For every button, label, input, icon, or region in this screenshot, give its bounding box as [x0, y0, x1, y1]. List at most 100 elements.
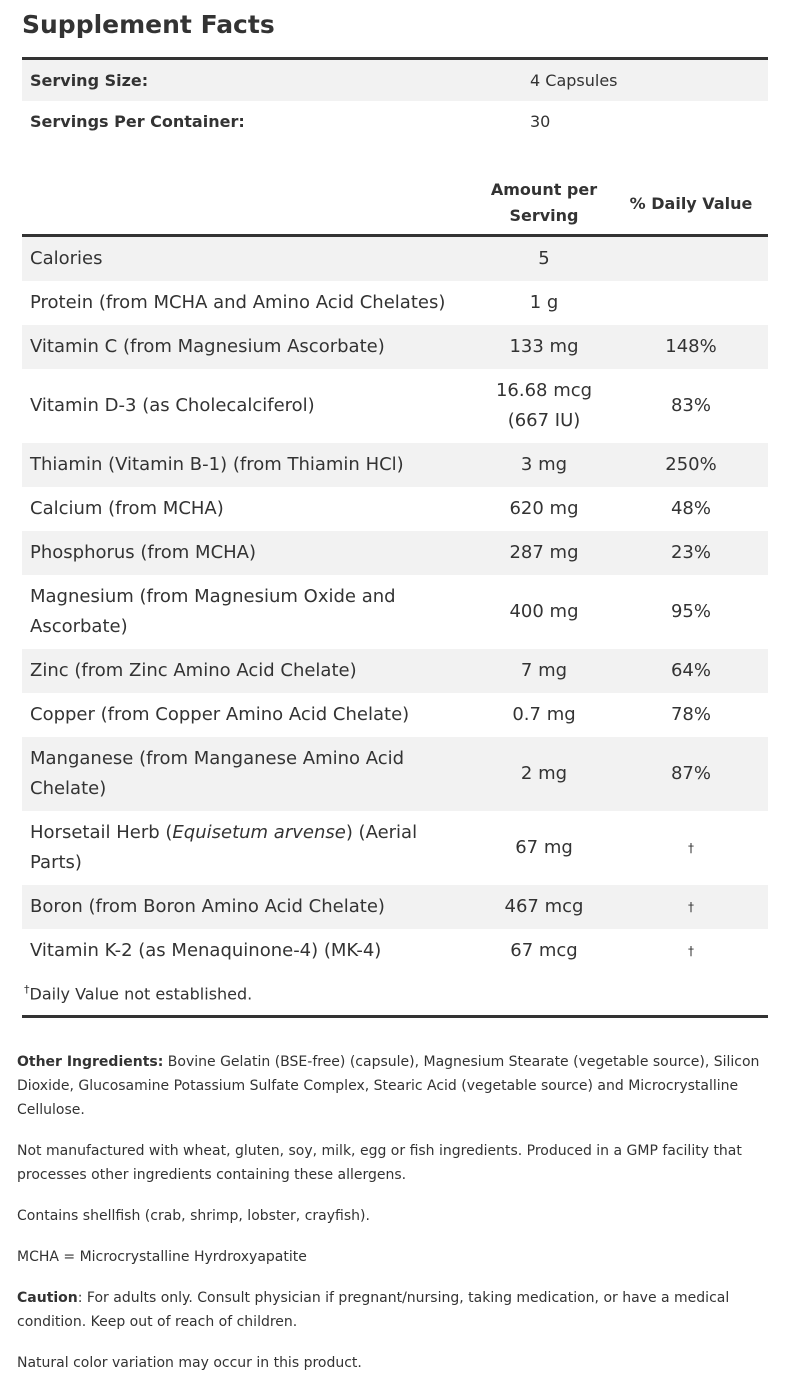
nutrient-name: Vitamin K-2 (as Menaquinone-4) (MK-4): [30, 940, 382, 961]
name-part: Horsetail Herb (: [30, 822, 173, 843]
note-text: Bovine Gelatin (BSE-free) (capsule), Mag…: [17, 1054, 760, 1118]
dv-value: 250%: [665, 454, 717, 475]
nutrient-row: Boron (from Boron Amino Acid Chelate) 467…: [22, 885, 768, 929]
table-header: Amount per Serving % Daily Value: [22, 172, 768, 237]
nutrient-row: Zinc (from Zinc Amino Acid Chelate) 7 mg 6…: [22, 649, 768, 693]
nutrient-name: Phosphorus (from MCHA): [30, 542, 257, 563]
nutrient-row: Manganese (from Manganese Amino Acid Che…: [22, 737, 768, 811]
nutrient-amount: 16.68 mcg (667 IU): [495, 380, 593, 431]
nutrient-name: Thiamin (Vitamin B-1) (from Thiamin HCl): [30, 454, 404, 475]
dv-value: 78%: [670, 704, 711, 725]
serving-row: Servings Per Container: 30: [22, 101, 768, 142]
serving-row: Serving Size: 4 Capsules: [22, 60, 768, 101]
nutrient-amount: 67 mg: [515, 837, 573, 858]
nutrient-row: Horsetail Herb (Equisetum arvense) (Aeri…: [22, 811, 768, 885]
title: Supplement Facts: [22, 10, 275, 39]
note-label: Caution: [17, 1290, 78, 1306]
note: Other Ingredients: Bovine Gelatin (BSE-f…: [17, 1050, 763, 1122]
nutrient-dv: 148%: [614, 332, 768, 362]
nutrient-row: Phosphorus (from MCHA) 287 mg 23%: [22, 531, 768, 575]
dv-value: 148%: [665, 336, 717, 357]
note: Caution: For adults only. Consult physic…: [17, 1286, 763, 1334]
note-text: : For adults only. Consult physician if …: [17, 1290, 730, 1330]
nutrient-row: Calcium (from MCHA) 620 mg 48%: [22, 487, 768, 531]
nutrient-row: Vitamin K-2 (as Menaquinone-4) (MK-4) 67 …: [22, 929, 768, 973]
nutrient-row: Protein (from MCHA and Amino Acid Chelat…: [22, 281, 768, 325]
nutrient-row: Magnesium (from Magnesium Oxide and Asco…: [22, 575, 768, 649]
nutrient-amount: 7 mg: [520, 660, 568, 681]
nutrient-dv: †: [614, 936, 768, 966]
nutrient-name: Boron (from Boron Amino Acid Chelate): [30, 896, 385, 917]
note: MCHA = Microcrystalline Hyrdroxyapatite: [17, 1245, 763, 1269]
note-text: Not manufactured with wheat, gluten, soy…: [17, 1143, 742, 1183]
nutrient-amount: 0.7 mg: [512, 704, 576, 725]
nutrient-amount: 400 mg: [509, 601, 579, 622]
dv-value: 48%: [670, 498, 711, 519]
note-text: MCHA = Microcrystalline Hyrdroxyapatite: [17, 1249, 307, 1265]
notes: Other Ingredients: Bovine Gelatin (BSE-f…: [17, 1050, 763, 1392]
serving-label: Servings Per Container:: [30, 112, 245, 131]
serving-label: Serving Size:: [30, 71, 149, 90]
nutrient-row: Vitamin C (from Magnesium Ascorbate) 133 …: [22, 325, 768, 369]
nutrient-amount: 620 mg: [509, 498, 579, 519]
nutrient-amount: 1 g: [529, 292, 559, 313]
nutrient-name: Manganese (from Manganese Amino Acid Che…: [30, 748, 405, 799]
nutrient-dv: 95%: [614, 597, 768, 627]
nutrient-amount: 287 mg: [509, 542, 579, 563]
nutrient-dv: †: [614, 833, 768, 863]
nutrient-amount: 3 mg: [520, 454, 568, 475]
dv-value: 87%: [670, 763, 711, 784]
nutrient-name: Copper (from Copper Amino Acid Chelate): [30, 704, 410, 725]
nutrient-dv: 64%: [614, 656, 768, 686]
nutrient-name: Zinc (from Zinc Amino Acid Chelate): [30, 660, 357, 681]
nutrient-amount: 133 mg: [509, 336, 579, 357]
name-part: Equisetum arvense: [172, 822, 346, 843]
header-amount: Amount per Serving: [490, 180, 598, 225]
nutrient-amount: 5: [538, 248, 550, 269]
serving-info: Serving Size: 4 Capsules Servings Per Cont…: [22, 57, 768, 142]
footnote: †Daily Value not established.: [22, 973, 768, 1019]
nutrient-name: Horsetail Herb (Equisetum arvense) (Aeri…: [22, 818, 474, 878]
nutrient-dv: †: [614, 892, 768, 922]
name-part: ) (Aerial Parts): [30, 822, 418, 873]
nutrient-dv: 48%: [614, 494, 768, 524]
nutrient-row: Thiamin (Vitamin B-1) (from Thiamin HCl)…: [22, 443, 768, 487]
note-label: Other Ingredients:: [17, 1054, 164, 1070]
dv-value: †: [688, 841, 694, 855]
serving-value: 30: [530, 112, 551, 131]
note: Contains shellfish (crab, shrimp, lobste…: [17, 1204, 763, 1228]
note-text: Contains shellfish (crab, shrimp, lobste…: [17, 1208, 370, 1224]
dv-value: 83%: [670, 395, 711, 416]
nutrient-dv: 23%: [614, 538, 768, 568]
header-dv: % Daily Value: [629, 193, 753, 213]
nutrient-row: Copper (from Copper Amino Acid Chelate) 0…: [22, 693, 768, 737]
serving-value: 4 Capsules: [530, 71, 618, 90]
note-text: Natural color variation may occur in thi…: [17, 1355, 362, 1371]
footnote-mark: †: [24, 983, 30, 996]
nutrient-name: Vitamin C (from Magnesium Ascorbate): [30, 336, 385, 357]
dv-value: 64%: [670, 660, 711, 681]
dv-value: †: [688, 900, 694, 914]
dv-value: 95%: [670, 601, 711, 622]
nutrient-amount: 2 mg: [520, 763, 568, 784]
nutrient-dv: 78%: [614, 700, 768, 730]
nutrient-dv: 250%: [614, 450, 768, 480]
nutrient-row: Vitamin D-3 (as Cholecalciferol) 16.68 mc…: [22, 369, 768, 443]
nutrient-name: Calcium (from MCHA): [30, 498, 224, 519]
nutrient-name: Vitamin D-3 (as Cholecalciferol): [30, 395, 315, 416]
nutrient-name: Protein (from MCHA and Amino Acid Chelat…: [30, 292, 446, 313]
nutrient-dv: 87%: [614, 759, 768, 789]
nutrient-name: Calories: [30, 248, 103, 269]
dv-value: †: [688, 944, 694, 958]
note: Natural color variation may occur in thi…: [17, 1351, 763, 1375]
facts-table: Calories 5 Protein (from MCHA and Amino Ac…: [22, 237, 768, 1019]
nutrient-amount: 467 mcg: [504, 896, 584, 917]
footnote-text: Daily Value not established.: [29, 984, 253, 1004]
dv-value: 23%: [670, 542, 711, 563]
note: Not manufactured with wheat, gluten, soy…: [17, 1139, 763, 1187]
nutrient-dv: 83%: [614, 391, 768, 421]
nutrient-row: Calories 5: [22, 237, 768, 281]
nutrient-name: Magnesium (from Magnesium Oxide and Asco…: [30, 586, 396, 637]
nutrient-amount: 67 mcg: [510, 940, 578, 961]
